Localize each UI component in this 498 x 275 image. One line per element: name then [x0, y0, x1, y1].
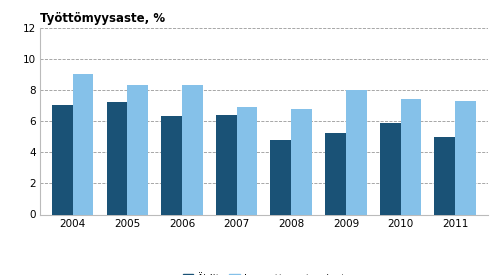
Bar	[346, 90, 367, 214]
Text: Työttömyysaste, %: Työttömyysaste, %	[40, 12, 165, 25]
Bar	[291, 109, 312, 214]
Bar	[455, 101, 476, 214]
Bar	[52, 105, 73, 214]
Bar	[73, 74, 94, 214]
Bar	[237, 107, 257, 214]
Legend: Äidit, Lapsettomat naiset: Äidit, Lapsettomat naiset	[179, 270, 349, 275]
Bar	[182, 85, 203, 214]
Bar	[325, 133, 346, 214]
Bar	[161, 116, 182, 214]
Bar	[107, 102, 127, 214]
Bar	[127, 85, 148, 214]
Bar	[400, 99, 421, 214]
Bar	[270, 140, 291, 214]
Bar	[380, 123, 400, 214]
Bar	[216, 115, 237, 214]
Bar	[434, 137, 455, 214]
